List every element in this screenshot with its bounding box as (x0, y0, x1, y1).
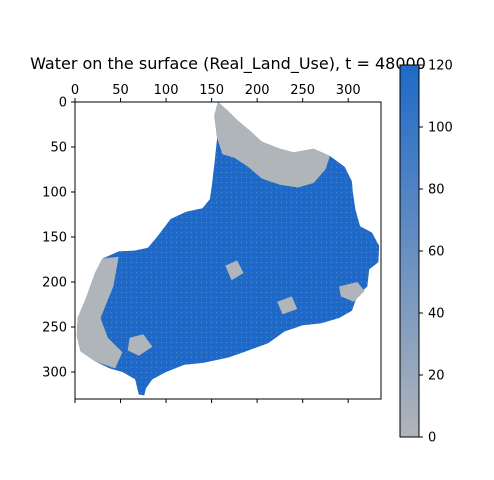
y-tick-label: 100 (42, 186, 67, 201)
dry-patch-5 (277, 296, 298, 315)
dry-patch-4 (225, 260, 244, 281)
colorbar-ticks: 0 20 40 60 80 100 120 (419, 59, 453, 446)
heatmap-plot (74, 101, 382, 400)
dry-patch-1 (76, 256, 123, 369)
colorbar: 0 20 40 60 80 100 120 (399, 59, 453, 446)
y-tick-label: 250 (42, 321, 67, 336)
colorbar-tick-label: 40 (428, 307, 445, 322)
y-tick-label: 150 (42, 231, 67, 246)
x-tick-label: 250 (290, 83, 315, 98)
x-axis-bottom (74, 399, 349, 403)
x-tick-label: 50 (112, 83, 129, 98)
dry-patch-2 (127, 334, 153, 356)
x-tick-label: 300 (336, 83, 361, 98)
x-tick-label: 100 (154, 83, 179, 98)
y-axis: 0 50 100 150 200 250 300 (42, 96, 75, 381)
x-tick-label: 0 (71, 83, 79, 98)
colorbar-tick-label: 120 (428, 59, 453, 74)
x-tick-label: 200 (245, 83, 270, 98)
y-tick-label: 300 (42, 366, 67, 381)
chart-title: Water on the surface (Real_Land_Use), t … (30, 54, 426, 74)
x-axis-top: 0 50 100 150 200 250 300 (71, 83, 361, 102)
dry-patch-0 (214, 102, 330, 188)
colorbar-gradient (399, 64, 420, 438)
dry-patches (76, 102, 365, 369)
x-tick-label: 150 (199, 83, 224, 98)
colorbar-tick-label: 80 (428, 183, 445, 198)
colorbar-tick-label: 60 (428, 245, 445, 260)
y-tick-label: 200 (42, 276, 67, 291)
y-tick-label: 50 (50, 141, 67, 156)
colorbar-tick-label: 100 (428, 121, 453, 136)
y-tick-label: 0 (59, 96, 67, 111)
dry-patch-3 (339, 282, 365, 302)
colorbar-tick-label: 20 (428, 369, 445, 384)
colorbar-tick-label: 0 (428, 431, 436, 446)
axes-frame (74, 101, 382, 400)
